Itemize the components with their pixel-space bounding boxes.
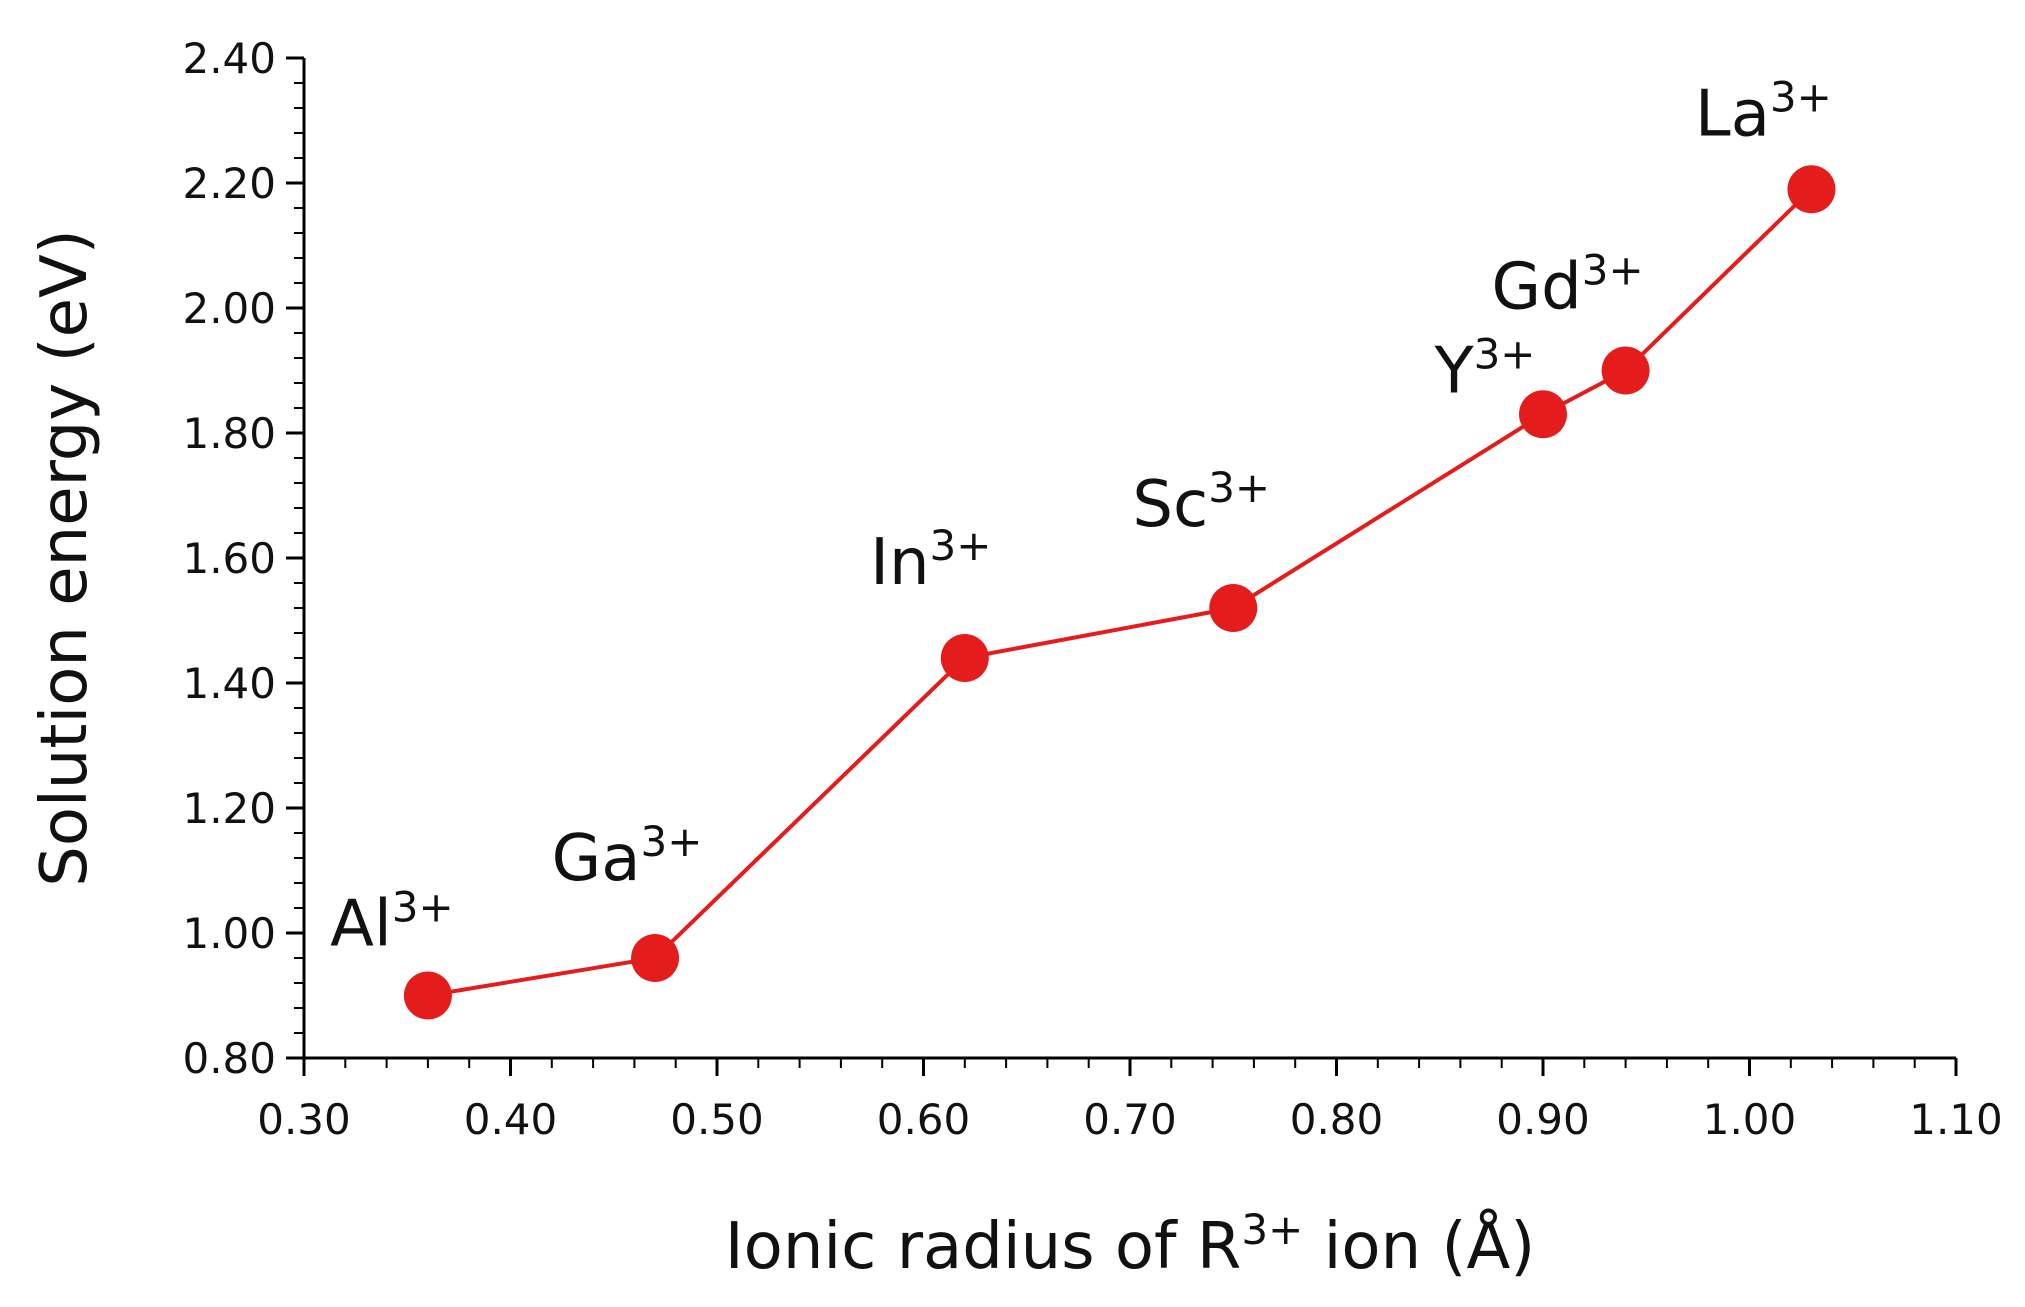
point-label-sup: 3+ [1582,245,1644,294]
data-point [1787,165,1836,214]
x-tick-label: 1.00 [1703,1095,1797,1144]
point-label-base: Gd [1492,251,1582,325]
point-label: La3+ [1695,72,1832,152]
y-tick-label: 2.20 [182,159,276,208]
y-axis-title: Solution energy (eV) [28,229,102,887]
point-label: In3+ [870,521,991,601]
x-axis-title-sup: 3+ [1241,1205,1303,1254]
point-label-base: In [870,526,929,600]
point-label-sup: 3+ [1208,463,1270,512]
point-label-base: Al [330,888,392,962]
x-tick-label: 0.30 [257,1095,351,1144]
point-labels: Al3+Ga3+In3+Sc3+Y3+Gd3+La3+ [330,72,1832,962]
x-tick-label: 1.10 [1909,1095,2003,1144]
y-tick-label: 2.00 [182,284,276,333]
point-label: Ga3+ [552,817,703,897]
y-tick-label: 1.20 [182,784,276,833]
point-label-sup: 3+ [640,817,702,866]
y-tick-label: 1.40 [182,659,276,708]
point-label-base: Sc [1132,468,1208,542]
point-label-sup: 3+ [392,882,454,931]
point-label: Y3+ [1433,329,1535,409]
data-point [403,971,452,1020]
data-point [1601,346,1650,395]
x-tick-label: 0.50 [670,1095,764,1144]
y-tick-label: 1.80 [182,409,276,458]
y-tick-label: 1.60 [182,534,276,583]
y-tick-label: 0.80 [182,1034,276,1083]
point-label-sup: 3+ [1770,72,1832,121]
x-tick-label: 0.90 [1496,1095,1590,1144]
point-label: Sc3+ [1132,463,1270,543]
x-axis-title-main: Ionic radius of R [725,1210,1242,1284]
data-point [1209,584,1258,632]
y-tick-label: 1.00 [182,909,276,958]
point-label-base: Y [1433,334,1474,408]
x-axis-title: Ionic radius of R3+ ion (Å) [725,1205,1535,1285]
series-group [403,165,1836,1020]
x-axis-title-tail: ion (Å) [1303,1208,1535,1284]
x-tick-label: 0.60 [877,1095,971,1144]
y-axis: 0.80 1.00 1.20 1.40 1.60 1.80 2.00 2.20 2.40 [182,34,306,1083]
data-point [940,634,989,682]
point-label: Al3+ [330,882,453,962]
x-tick-label: 0.40 [464,1095,558,1144]
point-label: Gd3+ [1492,245,1644,325]
point-label-base: La [1695,77,1770,151]
point-label-sup: 3+ [1474,329,1536,378]
point-label-base: Ga [552,822,641,896]
x-tick-label: 0.70 [1083,1095,1177,1144]
x-axis: 0.30 0.40 0.50 0.60 0.70 0.80 0.90 1.00 1.10 [257,1056,2003,1144]
data-point [1519,390,1567,439]
data-point [631,934,680,982]
x-tick-label: 0.80 [1290,1095,1384,1144]
y-tick-label: 2.40 [182,34,276,83]
point-label-sup: 3+ [930,521,992,570]
